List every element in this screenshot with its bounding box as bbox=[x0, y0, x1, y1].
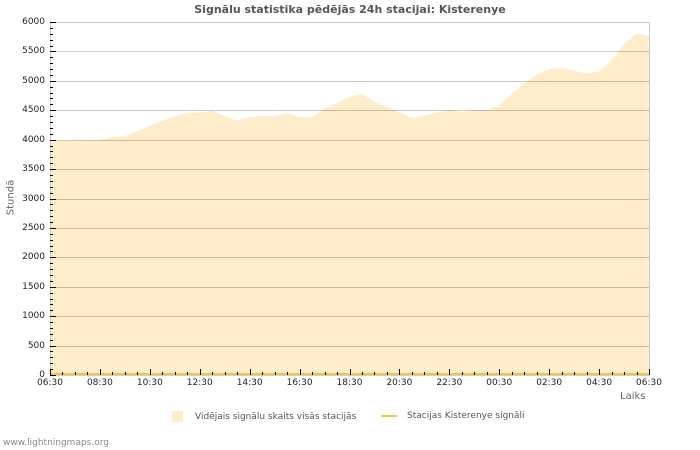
x-tick-label: 12:30 bbox=[186, 378, 213, 388]
chart-title: Signālu statistika pēdējās 24h stacijai:… bbox=[194, 3, 506, 16]
y-tick-label: 2500 bbox=[22, 222, 45, 233]
y-tick-label: 2000 bbox=[22, 252, 45, 263]
x-tick-label: 02:30 bbox=[536, 378, 563, 388]
legend-area-swatch-icon bbox=[172, 411, 183, 422]
y-axis-label: Stundā bbox=[5, 179, 17, 216]
x-axis-label: Laiks bbox=[620, 391, 646, 402]
x-tick-label: 14:30 bbox=[236, 378, 263, 388]
legend-item-station: Stacijas Kisterenye signāli bbox=[381, 411, 525, 421]
x-tick-label: 04:30 bbox=[586, 378, 613, 388]
x-tick-label: 06:30 bbox=[37, 378, 63, 388]
y-tick-label: 1500 bbox=[22, 281, 45, 292]
y-tick-label: 3000 bbox=[22, 193, 45, 204]
x-tick-label: 20:30 bbox=[386, 378, 413, 388]
x-tick-label: 06:30 bbox=[636, 378, 662, 388]
legend-line-swatch-icon bbox=[381, 415, 397, 417]
x-tick-label: 00:30 bbox=[486, 378, 513, 388]
y-tick-label: 4000 bbox=[22, 134, 45, 145]
legend-item-average: Vidējais signālu skaits visās stacijās bbox=[172, 411, 356, 422]
y-tick-label: 3500 bbox=[22, 164, 45, 175]
x-tick-label: 18:30 bbox=[336, 378, 363, 388]
y-tick-label: 0 bbox=[39, 370, 45, 380]
average-signals-area bbox=[50, 33, 649, 375]
legend-label-average: Vidējais signālu skaits visās stacijās bbox=[195, 411, 357, 422]
y-tick-label: 5000 bbox=[22, 75, 45, 86]
x-tick-label: 08:30 bbox=[86, 378, 113, 388]
x-tick-label: 16:30 bbox=[286, 378, 313, 388]
y-tick-label: 4500 bbox=[22, 105, 45, 116]
x-tick-label: 22:30 bbox=[436, 378, 463, 388]
footer-site-link[interactable]: www.lightningmaps.org bbox=[3, 438, 109, 448]
y-tick-label: 6000 bbox=[22, 17, 45, 27]
x-tick-label: 10:30 bbox=[136, 378, 163, 388]
y-tick-label: 500 bbox=[27, 340, 45, 351]
y-tick-label: 5500 bbox=[22, 46, 45, 57]
y-tick-label: 1000 bbox=[22, 311, 45, 322]
legend-label-station: Stacijas Kisterenye signāli bbox=[407, 411, 525, 421]
